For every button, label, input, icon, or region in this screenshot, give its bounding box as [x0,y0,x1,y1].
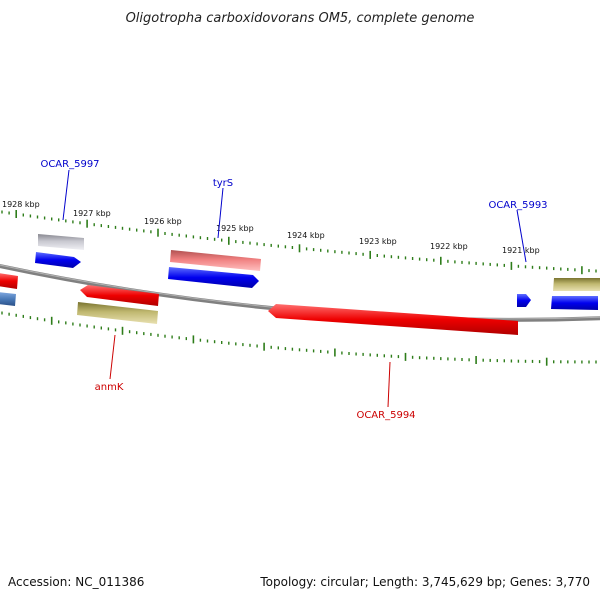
gene-ocar-5997-feature[interactable] [38,234,84,250]
outer-tick-ruler [1,210,597,275]
gene-label-ocar-5997[interactable]: OCAR_5997 [40,159,99,170]
tick-label-1928: 1928 kbp [2,200,40,209]
gene-anmK-arrow[interactable] [80,285,159,306]
tick-label-1921: 1921 kbp [502,246,540,255]
tick-label-1927: 1927 kbp [73,209,111,218]
leader-ocar-5997 [62,169,70,221]
gene-label-anmK[interactable]: anmK [95,382,124,393]
genome-summary-text: Topology: circular; Length: 3,745,629 bp… [259,575,590,589]
label-leaders [62,169,527,408]
leader-ocar-5994 [387,361,391,408]
feature-steel-left[interactable] [0,292,16,306]
gene-tyrS-feature[interactable] [170,250,261,271]
leader-tyrS [217,187,224,239]
forward-features [35,234,600,310]
gene-anmK-feature[interactable] [77,302,158,324]
reverse-features [0,273,518,335]
feature-khaki-right[interactable] [553,278,600,291]
tick-label-1926: 1926 kbp [144,217,182,226]
gene-label-tyrS[interactable]: tyrS [213,178,233,189]
leader-ocar-5993 [516,209,527,263]
tick-label-1925: 1925 kbp [216,224,254,233]
tick-label-1924: 1924 kbp [287,231,325,240]
gene-ocar-5993-arrow[interactable] [517,294,531,307]
feature-red-left[interactable] [0,273,18,289]
leader-anmK [109,334,116,380]
feature-blue-right[interactable] [551,296,598,310]
tick-labels: 1928 kbp 1927 kbp 1926 kbp 1925 kbp 1924… [2,200,540,255]
inner-tick-ruler [1,311,597,366]
gene-label-ocar-5993[interactable]: OCAR_5993 [488,200,547,211]
tick-label-1922: 1922 kbp [430,242,468,251]
gene-ocar-5994-arrow[interactable] [268,304,518,335]
gene-ocar-5997-arrow[interactable] [35,252,81,268]
gene-tyrS-arrow[interactable] [168,267,259,288]
gene-label-ocar-5994[interactable]: OCAR_5994 [356,410,415,421]
gene-labels: OCAR_5997 tyrS OCAR_5993 anmK OCAR_5994 [40,159,547,421]
accession-text: Accession: NC_011386 [8,575,144,589]
tick-label-1923: 1923 kbp [359,237,397,246]
map-title: Oligotropha carboxidovorans OM5, complet… [126,11,475,26]
